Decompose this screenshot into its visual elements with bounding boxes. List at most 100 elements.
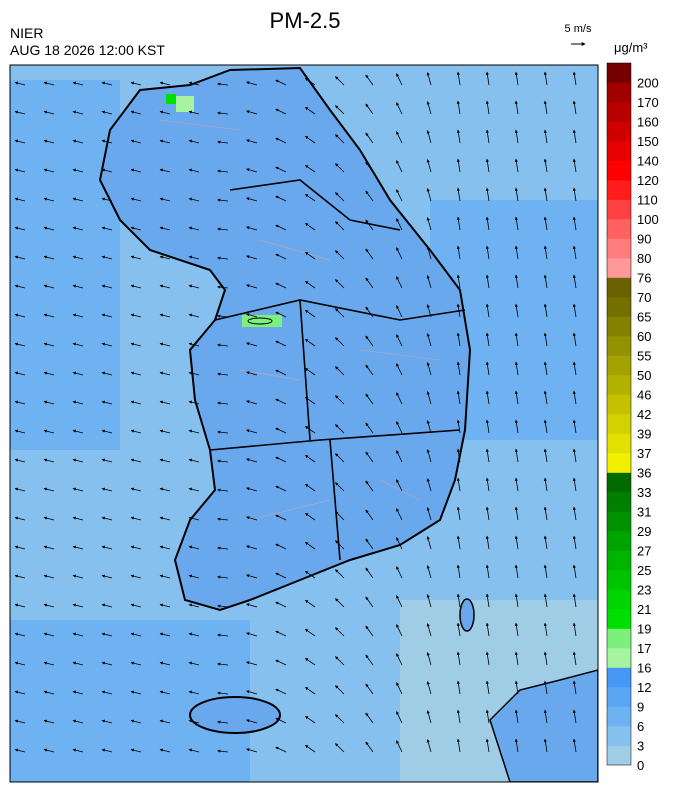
hotspot — [166, 94, 176, 104]
wind-arrow — [14, 748, 26, 753]
wind-arrow — [275, 79, 287, 86]
colorbar-segment — [607, 570, 631, 590]
wind-arrow — [159, 661, 171, 666]
wind-arrow — [572, 361, 577, 376]
wind-arrow — [188, 197, 200, 202]
wind-arrow — [426, 739, 432, 753]
wind-arrow — [72, 226, 84, 231]
wind-arrow — [485, 129, 490, 144]
wind-arrow — [188, 545, 200, 550]
wind-arrow — [72, 139, 84, 144]
wind-arrow — [485, 709, 490, 724]
wind-arrow — [275, 137, 287, 144]
wind-arrow — [543, 187, 548, 202]
wind-arrow — [426, 478, 432, 492]
wind-arrow — [246, 429, 258, 434]
colorbar-label: 65 — [637, 310, 651, 325]
colorbar-label: 27 — [637, 544, 651, 559]
wind-arrow — [396, 392, 403, 405]
wind-arrow — [101, 458, 113, 463]
wind-arrow — [485, 100, 490, 115]
wind-arrow — [43, 313, 55, 318]
wind-arrow — [456, 738, 461, 753]
wind-arrow — [485, 71, 490, 86]
wind-arrow — [217, 546, 229, 550]
wind-arrow — [572, 448, 577, 463]
wind-arrow — [130, 197, 142, 202]
wind-arrow — [365, 103, 374, 115]
colorbar-frame — [606, 62, 632, 766]
wind-arrow — [456, 245, 461, 260]
colorbar-label: 0 — [637, 758, 644, 773]
wind-arrow — [101, 632, 113, 637]
wind-arrow — [159, 603, 171, 608]
wind-arrow — [159, 342, 171, 347]
wind-arrow — [246, 458, 258, 463]
wind-arrow — [101, 429, 113, 434]
wind-arrow — [426, 536, 432, 550]
colorbar-label: 31 — [637, 505, 651, 520]
wind-arrow — [572, 158, 577, 173]
colorbar-segment — [607, 648, 631, 668]
colorbar-label: 42 — [637, 407, 651, 422]
wind-arrow — [43, 632, 55, 637]
map-frame — [9, 64, 599, 783]
colorbar-segment — [607, 219, 631, 239]
wind-arrow — [188, 429, 200, 434]
wind-arrow — [246, 574, 258, 579]
wind-arrow — [396, 653, 403, 666]
wind-arrow — [304, 657, 316, 666]
wind-arrow — [365, 219, 374, 231]
wind-arrow — [514, 332, 519, 347]
wind-arrow — [485, 419, 490, 434]
wind-arrow — [365, 393, 374, 405]
wind-arrow — [365, 480, 374, 492]
wind-arrow — [43, 545, 55, 550]
wind-arrow — [396, 682, 403, 695]
wind-arrow — [101, 516, 113, 521]
wind-arrow — [543, 245, 548, 260]
wind-arrow — [14, 255, 26, 260]
wind-arrow — [304, 599, 316, 608]
colorbar-label: 90 — [637, 232, 651, 247]
wind-arrow — [365, 567, 374, 579]
wind-arrow — [159, 371, 171, 376]
wind-arrow — [217, 227, 229, 231]
colorbar-label: 80 — [637, 251, 651, 266]
colorbar-segment — [607, 492, 631, 512]
wind-arrow — [130, 574, 142, 579]
wind-arrow — [72, 168, 84, 173]
wind-arrow — [572, 680, 577, 695]
island — [459, 598, 475, 632]
wind-arrow — [43, 690, 55, 695]
wind-arrow — [72, 255, 84, 260]
wind-arrow — [456, 564, 461, 579]
wind-arrow — [514, 390, 519, 405]
wind-arrow — [217, 720, 229, 724]
wind-arrow — [275, 224, 287, 231]
wind-arrow — [365, 132, 374, 144]
wind-arrow — [159, 516, 171, 521]
wind-arrow — [217, 575, 229, 579]
wind-arrow — [246, 545, 258, 550]
wind-arrow — [43, 226, 55, 231]
wind-arrow — [456, 361, 461, 376]
wind-arrow — [426, 681, 432, 695]
wind-arrow — [304, 628, 316, 637]
colorbar-segment — [607, 589, 631, 610]
colorbar-label: 170 — [637, 95, 659, 110]
wind-arrow — [246, 255, 258, 260]
wind-arrow — [43, 197, 55, 202]
wind-arrow — [14, 342, 26, 347]
wind-arrow — [426, 188, 432, 202]
wind-arrow — [426, 333, 432, 347]
wind-arrow — [543, 709, 548, 724]
wind-arrow — [101, 690, 113, 695]
wind-arrow — [456, 535, 461, 550]
wind-arrow — [485, 477, 490, 492]
wind-arrow — [485, 303, 490, 318]
wind-arrow — [365, 277, 374, 289]
wind-arrow — [572, 564, 577, 579]
wind-arrow — [365, 509, 374, 521]
wind-arrow — [456, 622, 461, 637]
